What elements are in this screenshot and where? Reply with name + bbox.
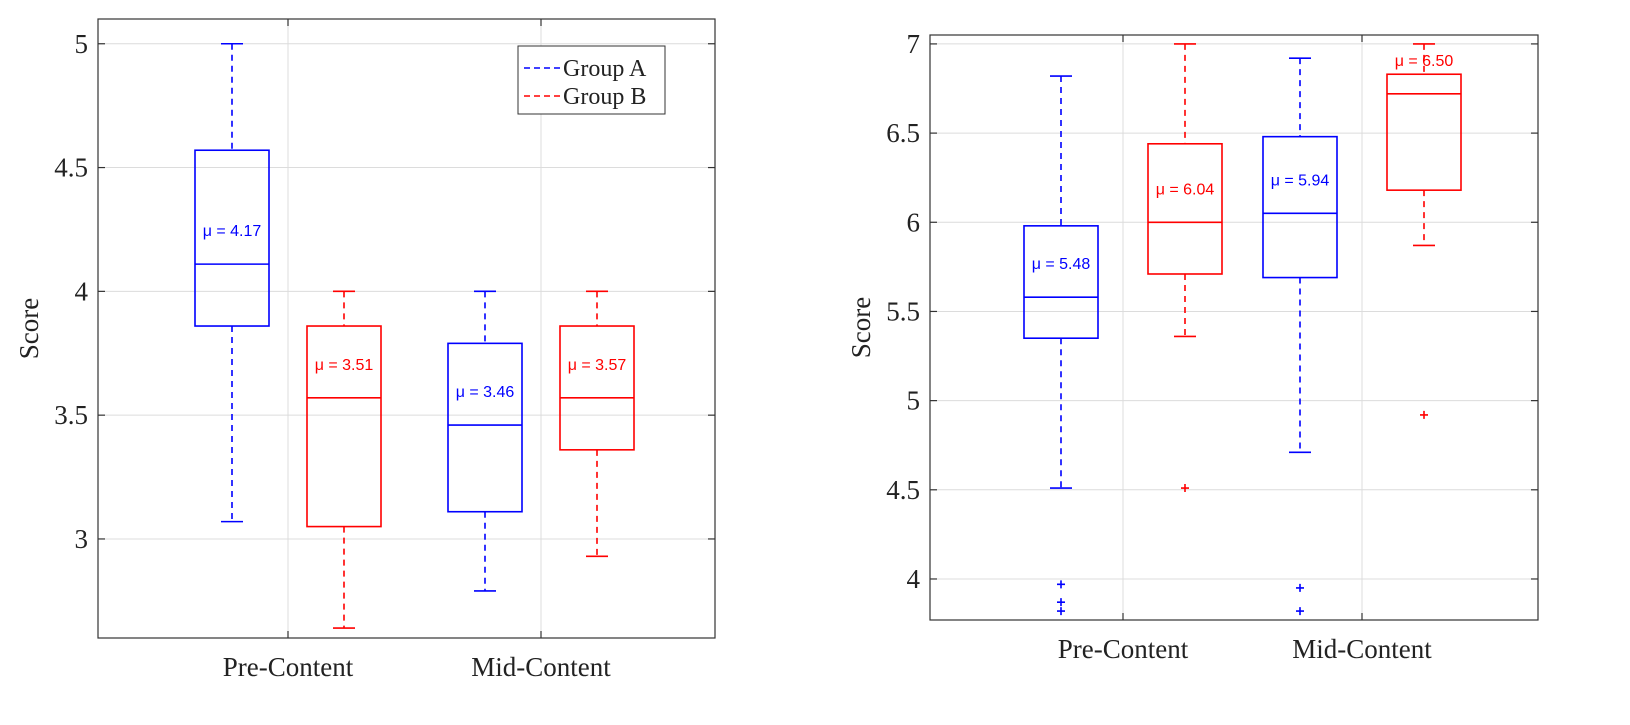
- legend-label: Group A: [563, 56, 647, 82]
- box-group-b-mid-content: [1386, 73, 1462, 191]
- y-axis-label: Score: [846, 297, 876, 358]
- outlier-marker: [1296, 607, 1304, 616]
- y-tick-label: 5: [75, 29, 89, 59]
- y-tick-label: 4.5: [54, 153, 88, 183]
- mean-label: μ = 5.94: [1271, 172, 1330, 189]
- x-tick-label: Pre-Content: [1058, 634, 1189, 664]
- mean-label: μ = 6.04: [1156, 181, 1215, 198]
- outlier-marker: [1057, 580, 1065, 589]
- axes-frame: [97, 18, 716, 639]
- legend-box: [517, 45, 666, 115]
- mean-label: μ = 4.17: [203, 223, 262, 240]
- box-group-a-mid-content: [1262, 135, 1338, 279]
- box-group-a-pre-content: [1023, 225, 1099, 340]
- box-group-b-pre-content: [306, 325, 382, 528]
- left-box-plot: μ = 4.17 μ = 3.46 μ = 3.51 μ = 3.57 3 3.5 4 4.5…: [14, 18, 716, 682]
- y-axis-label: Score: [14, 298, 44, 359]
- x-tick-label: Pre-Content: [223, 652, 354, 682]
- mean-label: μ = 5.48: [1032, 256, 1091, 273]
- mean-label: μ = 6.50: [1395, 53, 1454, 70]
- x-tick-label: Mid-Content: [1292, 634, 1432, 664]
- y-tick-label: 4.5: [886, 475, 920, 505]
- outlier-marker: [1181, 484, 1189, 493]
- box-group-b-pre-content: [1147, 142, 1223, 275]
- y-tick-label: 6.5: [886, 118, 920, 148]
- y-tick-label: 3.5: [54, 400, 88, 430]
- axes-frame: [929, 34, 1539, 621]
- y-tick-label: 7: [907, 29, 921, 59]
- right-box-plot: μ = 5.48 μ = 5.94 μ = 6.04 μ = 6.50 4 4.5 5 5.5…: [846, 29, 1539, 664]
- outlier-marker: [1296, 583, 1304, 592]
- y-tick-label: 5.5: [886, 296, 920, 326]
- legend-label: Group B: [563, 84, 646, 110]
- y-tick-label: 5: [907, 386, 921, 416]
- y-tick-label: 6: [907, 207, 921, 237]
- mean-label: μ = 3.57: [568, 357, 627, 374]
- box-group-a-mid-content: [447, 342, 523, 513]
- mean-label: μ = 3.51: [315, 357, 374, 374]
- mean-label: μ = 3.46: [456, 384, 515, 401]
- box-group-a-pre-content: [194, 149, 270, 327]
- outlier-marker: [1420, 410, 1428, 419]
- y-tick-label: 4: [75, 276, 89, 306]
- outlier-marker: [1057, 598, 1065, 607]
- y-tick-label: 4: [907, 564, 921, 594]
- outlier-marker: [1057, 607, 1065, 616]
- x-tick-label: Mid-Content: [471, 652, 611, 682]
- box-group-b-mid-content: [559, 325, 635, 451]
- y-tick-label: 3: [75, 524, 89, 554]
